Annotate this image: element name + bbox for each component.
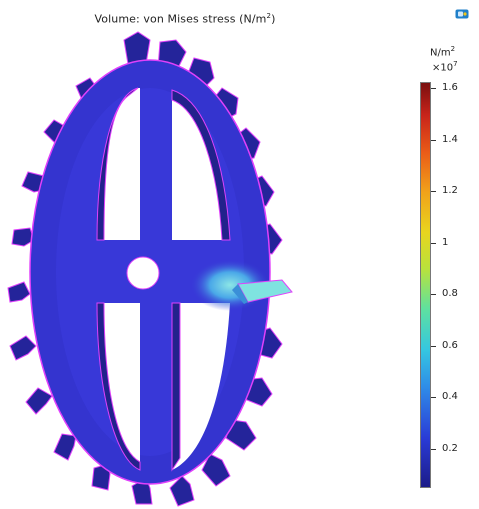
colorbar-tick bbox=[431, 242, 436, 244]
colorbar-multiplier: ×107 bbox=[432, 60, 458, 73]
colorbar-tick-label: 1.4 bbox=[442, 133, 458, 145]
colorbar-tick bbox=[431, 294, 436, 295]
title-exponent: 2 bbox=[266, 12, 272, 20]
title-text: Volume: von Mises stress (N/m bbox=[94, 12, 267, 26]
colorbar-tick bbox=[431, 448, 436, 450]
colorbar-unit: N/m2 bbox=[430, 44, 455, 58]
multiplier-exponent: 7 bbox=[453, 60, 458, 68]
colorbar-tick-label: 1 bbox=[442, 236, 449, 248]
colorbar-tick-label: 1.6 bbox=[442, 82, 458, 93]
gear-window-walls bbox=[96, 87, 231, 472]
unit-exponent: 2 bbox=[450, 45, 456, 53]
multiplier-text: ×10 bbox=[432, 62, 454, 74]
colorbar-tick bbox=[431, 139, 436, 141]
plot-title: Volume: von Mises stress (N/m2) bbox=[60, 12, 310, 26]
colorbar-tick-label: 0.2 bbox=[442, 442, 458, 454]
stressed-tooth-side bbox=[232, 284, 248, 304]
comsol-logo-icon[interactable] bbox=[455, 8, 469, 20]
stressed-tooth bbox=[237, 279, 293, 303]
colorbar-tick-label: 0.4 bbox=[442, 391, 458, 402]
colorbar-tick bbox=[431, 397, 436, 398]
colorbar-tick-label: 1.2 bbox=[442, 185, 458, 196]
gear-render-canvas[interactable] bbox=[0, 0, 410, 509]
colorbar-tick bbox=[431, 345, 436, 347]
unit-text: N/m bbox=[430, 47, 451, 59]
colorbar-legend bbox=[420, 82, 431, 488]
colorbar-tick-label: 0.8 bbox=[442, 288, 458, 299]
colorbar-tick bbox=[431, 88, 436, 89]
title-suffix: ) bbox=[271, 12, 276, 26]
colorbar-tick-label: 0.6 bbox=[442, 339, 458, 351]
colorbar-tick bbox=[431, 191, 436, 192]
